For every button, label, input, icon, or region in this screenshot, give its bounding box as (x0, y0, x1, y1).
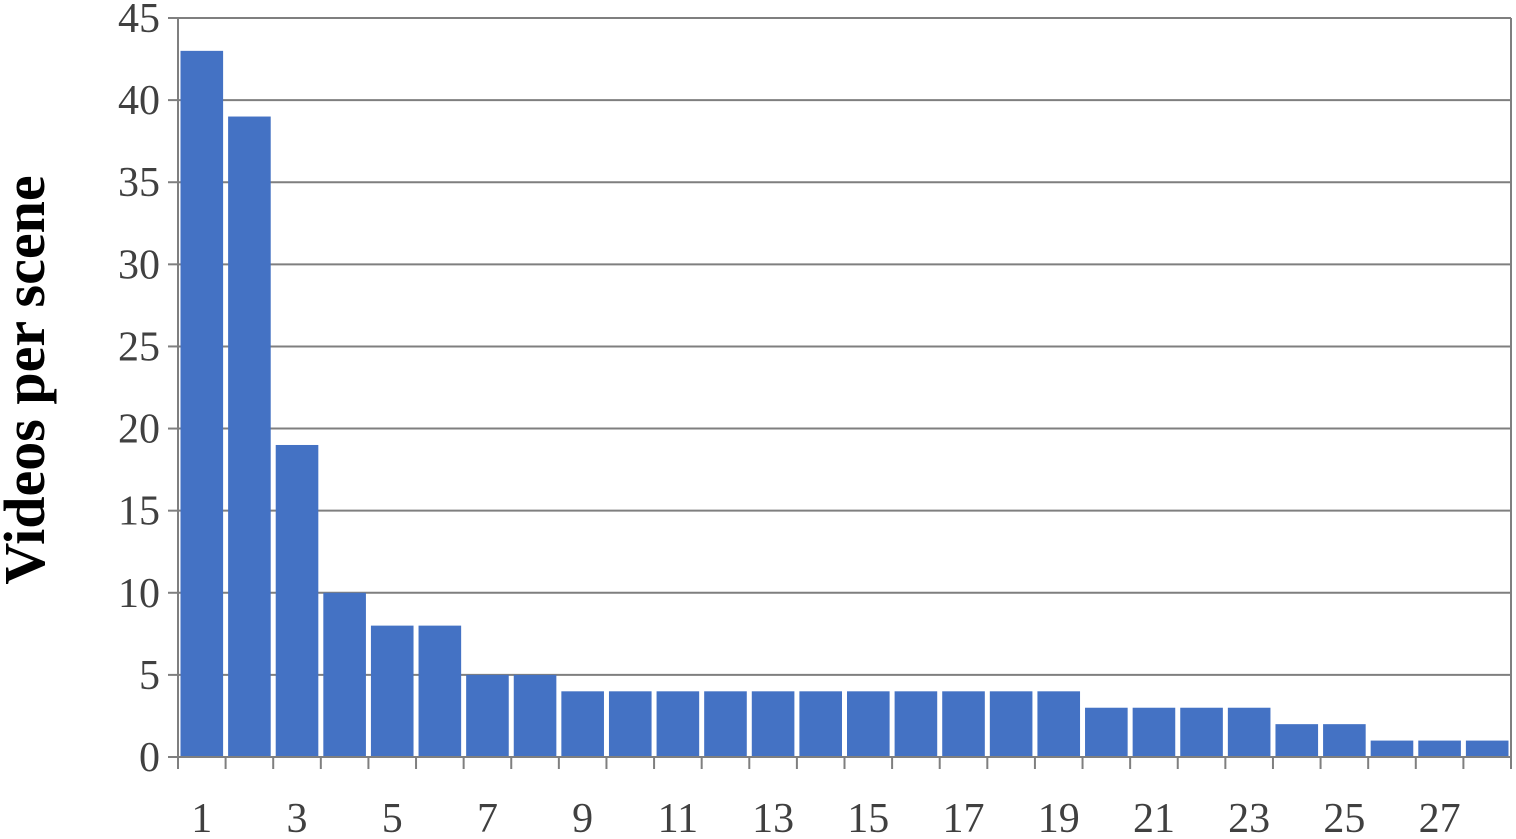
bar (561, 691, 604, 757)
axes (168, 17, 1512, 769)
bars (180, 50, 1509, 758)
y-tick-label: 20 (118, 407, 160, 453)
y-tick-label: 35 (118, 160, 160, 206)
x-tick-label: 1 (191, 796, 212, 839)
bar (228, 116, 271, 758)
x-tick-label: 17 (943, 796, 985, 839)
bar (894, 691, 938, 757)
bar (1275, 724, 1319, 757)
bar (275, 444, 319, 757)
bar (656, 691, 700, 757)
x-tick-label: 25 (1323, 796, 1365, 839)
x-tick-label: 3 (287, 796, 308, 839)
y-tick-label: 30 (118, 242, 160, 288)
y-tick-label: 0 (139, 735, 160, 781)
x-tick-labels: 1 3 5 7 9 11 13 15 17 19 21 23 25 27 (191, 796, 1460, 839)
y-axis-title: Videos per scene (0, 175, 57, 584)
y-tick-label: 45 (118, 0, 160, 42)
bar (1037, 691, 1081, 757)
bar (1418, 740, 1461, 757)
y-tick-label: 5 (139, 653, 160, 699)
bar (513, 674, 557, 757)
bar (466, 674, 509, 757)
x-tick-label: 11 (658, 796, 698, 839)
bar (608, 691, 652, 757)
x-tick-label: 23 (1228, 796, 1270, 839)
bar (180, 50, 224, 758)
bar (1085, 707, 1128, 757)
y-tick-label: 25 (118, 324, 160, 370)
x-tick-label: 5 (382, 796, 403, 839)
bar (323, 592, 366, 757)
x-tick-label: 13 (752, 796, 794, 839)
bar (989, 691, 1033, 757)
x-tick-label: 19 (1038, 796, 1080, 839)
bar (1465, 740, 1509, 757)
x-tick-label: 7 (477, 796, 498, 839)
bar (1180, 707, 1223, 757)
bar (1227, 707, 1271, 757)
x-tick-label: 27 (1419, 796, 1461, 839)
y-tick-label: 15 (118, 489, 160, 535)
y-tick-labels: 0 5 10 15 20 25 30 35 40 45 (118, 0, 160, 781)
bar (1323, 724, 1366, 757)
bar (370, 625, 414, 757)
x-tick-label: 21 (1133, 796, 1175, 839)
y-tick-label: 10 (118, 571, 160, 617)
bar (751, 691, 795, 757)
bar (704, 691, 747, 757)
bar (799, 691, 842, 757)
bar (1370, 740, 1414, 757)
y-tick-label: 40 (118, 78, 160, 124)
bar (847, 691, 890, 757)
bar (1132, 707, 1176, 757)
gridlines (178, 17, 1511, 676)
bar (418, 625, 462, 757)
x-tick-label: 9 (572, 796, 593, 839)
x-tick-label: 15 (847, 796, 889, 839)
bar (942, 691, 985, 757)
